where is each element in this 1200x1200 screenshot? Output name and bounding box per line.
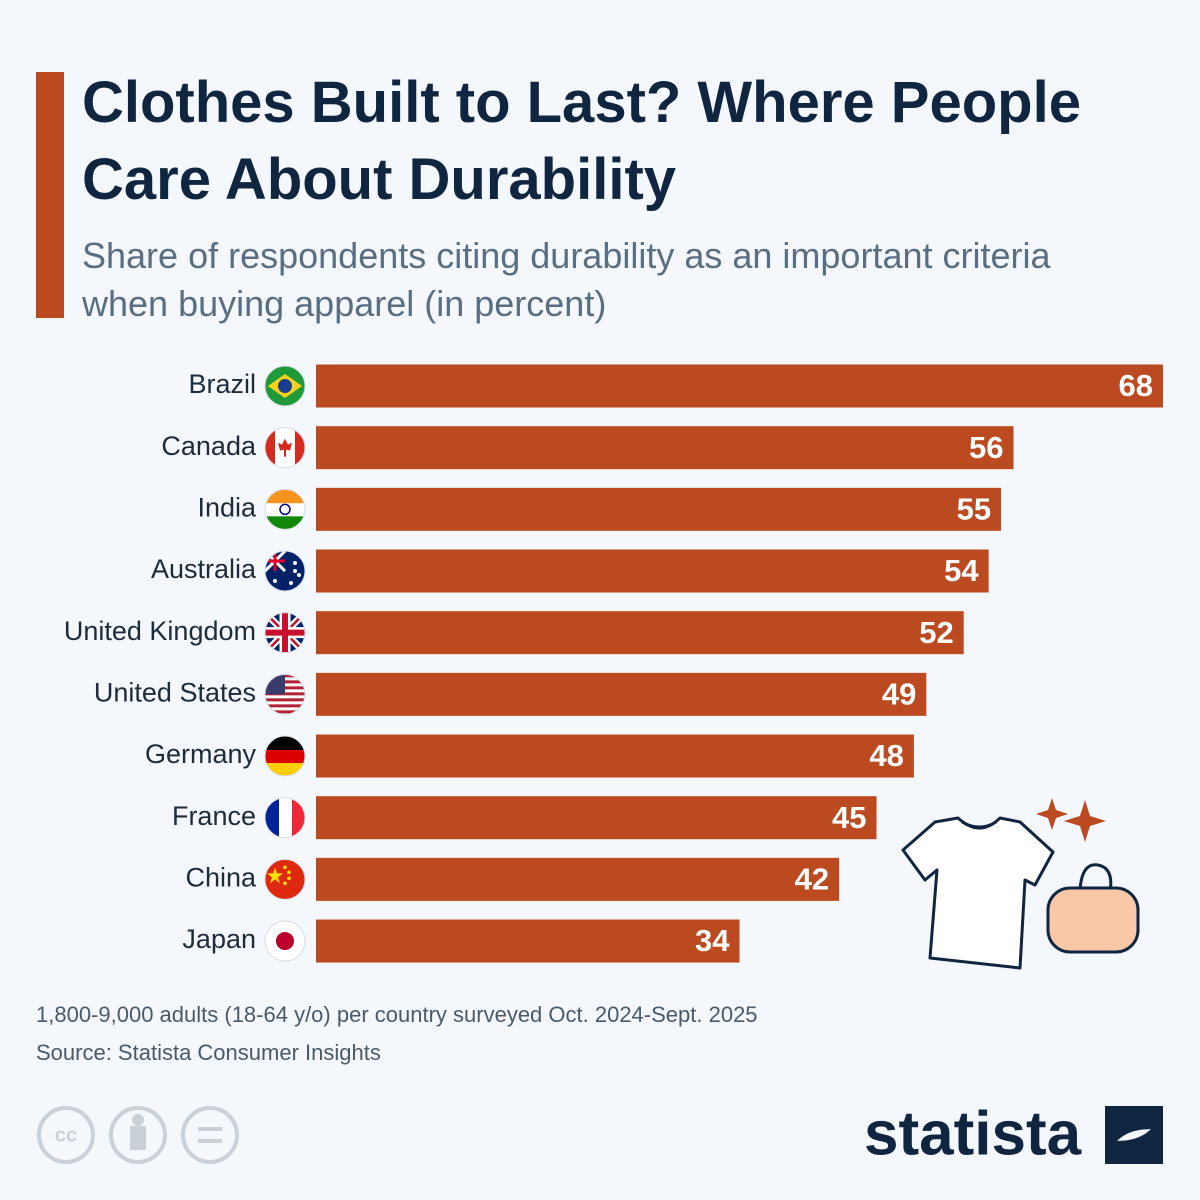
- bar: [316, 734, 914, 778]
- flag-part: [293, 569, 297, 574]
- bar: [316, 796, 877, 840]
- category-label: Japan: [182, 924, 256, 954]
- value-label: 54: [944, 553, 979, 588]
- bar: [316, 611, 964, 655]
- flag-part: [278, 379, 292, 393]
- flag-part: [287, 870, 291, 875]
- flag-part: [297, 573, 301, 578]
- chart-subtitle: Share of respondents citing durability a…: [82, 235, 1051, 324]
- category-label: France: [172, 801, 256, 831]
- category-label: Australia: [151, 554, 257, 584]
- source: Source: Statista Consumer Insights: [36, 1040, 381, 1065]
- flag-part: [283, 865, 287, 870]
- value-label: 34: [695, 923, 730, 958]
- flag: [265, 736, 305, 777]
- flag-border: [264, 858, 306, 900]
- value-label: 52: [919, 615, 953, 650]
- flag: [265, 797, 305, 838]
- value-label: 48: [869, 738, 903, 773]
- bar: [316, 919, 740, 963]
- flag-part: [265, 427, 275, 468]
- flag-part: [283, 881, 287, 886]
- flag-part: [265, 698, 305, 702]
- value-label: 45: [832, 800, 866, 835]
- footnote: 1,800-9,000 adults (18-64 y/o) per count…: [36, 1002, 758, 1027]
- flag-border: [264, 612, 306, 654]
- value-label: 68: [1119, 368, 1153, 403]
- chart-title: Clothes Built to Last? Where People Care…: [82, 70, 1081, 212]
- value-label: 56: [969, 430, 1003, 465]
- flag: [265, 366, 305, 406]
- bar: [316, 364, 1163, 408]
- flag-part: [265, 516, 305, 530]
- flag-part: [279, 503, 291, 516]
- flag: [265, 551, 305, 592]
- flag-border: [264, 427, 306, 469]
- flag-part: [276, 932, 294, 951]
- flag-border: [264, 735, 306, 777]
- flag-border: [264, 365, 306, 407]
- flag-part: [295, 427, 305, 468]
- category-label: Germany: [145, 739, 257, 769]
- value-label: 42: [795, 862, 829, 897]
- flag-part: [279, 797, 292, 838]
- flag-part: [265, 612, 305, 653]
- flag-part: [265, 763, 305, 777]
- category-label: United States: [94, 677, 256, 707]
- flag-part: [273, 579, 277, 584]
- category-label: China: [185, 862, 257, 892]
- flag-border: [264, 920, 306, 962]
- accent-bar: [36, 72, 64, 318]
- flag: [265, 859, 305, 900]
- category-label: United Kingdom: [64, 616, 256, 646]
- flag-part: [265, 797, 279, 838]
- value-label: 55: [957, 492, 991, 527]
- bar: [316, 857, 840, 901]
- flag-border: [264, 673, 306, 715]
- flag-part: [267, 867, 283, 884]
- flag-border: [264, 488, 306, 530]
- category-label: India: [197, 492, 257, 522]
- category-label: Brazil: [188, 369, 256, 399]
- flag-part: [265, 489, 305, 504]
- logo-icon: [1105, 1106, 1163, 1164]
- flag-part: [289, 581, 293, 586]
- flag-part: [265, 704, 305, 708]
- category-label: Canada: [161, 431, 257, 461]
- flag: [265, 427, 305, 468]
- flag-part: [278, 438, 292, 457]
- flag-part: [265, 750, 305, 764]
- logo: statista: [864, 1099, 1082, 1168]
- flag-part: [292, 797, 305, 838]
- flag-part: [287, 876, 291, 881]
- flag: [265, 612, 305, 653]
- flag-part: [293, 561, 297, 566]
- bar: [316, 426, 1014, 470]
- illustration: [901, 798, 1140, 970]
- flag-part: [265, 710, 305, 714]
- flag-part: [265, 736, 305, 751]
- flag: [265, 674, 305, 715]
- flag-border: [264, 550, 306, 592]
- value-label: 49: [882, 677, 916, 712]
- flag: [265, 489, 305, 530]
- flag-part: [265, 551, 285, 572]
- bar: [316, 672, 927, 716]
- bar: [316, 549, 989, 593]
- flag: [265, 921, 305, 962]
- license-icons: cc: [37, 1106, 239, 1164]
- flag-part: [265, 503, 305, 517]
- svg-text:cc: cc: [55, 1124, 77, 1146]
- flag-border: [264, 797, 306, 839]
- bar: [316, 487, 1002, 531]
